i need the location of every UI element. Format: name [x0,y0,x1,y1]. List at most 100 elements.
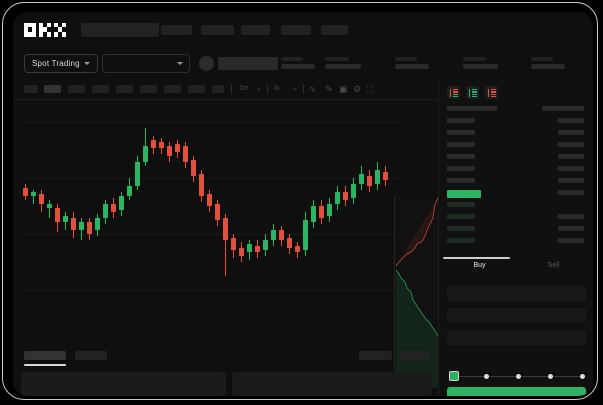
coin-avatar [199,56,214,71]
market-type-label: Spot Trading [32,59,80,68]
orderbook-row-price[interactable] [447,106,497,111]
interval-button-2[interactable] [44,85,61,93]
slider-node-75[interactable] [548,373,553,379]
interval-button-9[interactable] [212,85,224,93]
orders-panel[interactable] [21,372,226,396]
gridline-3 [21,290,401,291]
market-stat-2 [325,57,361,69]
order-form-tabs: Buy Sell [443,258,590,280]
slider-node-100[interactable] [580,373,585,379]
top-navigation-bar [13,12,593,48]
orderbook-row-amount[interactable] [558,214,584,219]
tab-sell[interactable]: Sell [547,262,560,269]
nav-item-4[interactable] [281,25,311,35]
nav-item-5[interactable] [321,25,348,35]
nav-item-3[interactable] [241,25,270,35]
interval-button-6[interactable] [140,85,157,93]
orderbook-row-amount[interactable] [558,118,584,123]
bottom-tab-1-underline [24,364,66,366]
orderbook-row-amount[interactable] [558,190,584,195]
orderbook-row-price[interactable] [447,214,475,219]
snapshot-icon[interactable]: ▣ [339,84,348,94]
interval-button-7[interactable] [164,85,181,93]
chart-bottom-tabs [13,348,438,370]
slider-node-25[interactable] [484,373,489,379]
interval-button-4[interactable] [92,85,109,93]
orderbook-row-price[interactable] [447,142,475,147]
orderbook-row-amount[interactable] [558,226,584,231]
orderbook-row-price[interactable] [447,238,475,243]
interval-button-5[interactable] [116,85,133,93]
market-stat-1 [281,57,315,69]
gridline-1 [21,178,401,179]
orderbook-row-price[interactable] [447,154,475,159]
orderbook-row-amount[interactable] [558,142,584,147]
market-sub-header: Spot Trading [13,48,593,80]
interval-button-3[interactable] [68,85,85,93]
orderbook-row-amount[interactable] [558,154,584,159]
nav-item-1[interactable] [161,25,192,35]
orderbook-row-price[interactable] [447,178,475,183]
trading-pair-select[interactable] [102,54,190,73]
order-panel: Buy Sell [438,80,593,396]
orderbook-row-amount[interactable] [558,178,584,183]
fullscreen-icon[interactable]: ⛶ [367,84,374,94]
search-input[interactable] [81,23,159,37]
positions-panel[interactable] [232,372,432,396]
gridline-0 [21,122,401,123]
orderbook-row-price[interactable] [447,130,475,135]
interval-button-1[interactable] [24,85,38,93]
bottom-control-2[interactable] [400,351,430,360]
orderbook-mode-bids[interactable] [466,86,479,99]
okx-logo-icon[interactable] [24,23,68,37]
bottom-tab-1[interactable] [24,351,66,360]
market-stat-5 [531,57,565,69]
orderbook-row-amount[interactable] [542,106,584,111]
market-stat-3 [395,57,429,69]
orderbook-row-price[interactable] [447,202,475,207]
order-total-field[interactable] [447,330,586,345]
chevron-down-icon [83,62,90,65]
market-stat-4 [463,57,498,69]
order-tab-underline [443,257,510,259]
chart-toolbar: 1m ⌄ fx ⌄ ∿ ✎ ▣ ⚙ ⛶ [13,80,593,100]
tab-buy[interactable]: Buy [473,262,486,269]
device-bezel: Spot Trading [2,2,598,400]
indicators-icon[interactable]: fx [274,85,280,92]
price-chart[interactable] [13,100,440,388]
chart-bottom-panels [13,372,438,396]
bottom-tab-2[interactable] [75,351,107,360]
indicators-chevron-icon[interactable]: ⌄ [292,85,298,92]
settings-icon[interactable]: ⚙ [353,84,362,94]
timeframe-chevron-icon[interactable]: ⌄ [256,85,262,92]
orderbook-row-amount[interactable] [558,238,584,243]
orderbook-view-modes [447,86,498,99]
orderbook-row-amount[interactable] [558,166,584,171]
pencil-icon[interactable]: ✎ [325,84,333,94]
orderbook-row-price[interactable] [447,118,475,123]
orderbook-row-price[interactable] [447,166,475,171]
nav-item-2[interactable] [201,25,234,35]
timeframe-dropdown-icon[interactable]: 1m [239,85,249,92]
slider-handle[interactable] [449,371,459,381]
market-type-dropdown[interactable]: Spot Trading [24,54,98,73]
orderbook-rows[interactable] [439,106,593,243]
submit-order-button[interactable] [447,387,586,396]
orderbook-mode-both[interactable] [447,86,460,99]
orderbook-row-amount[interactable] [558,130,584,135]
slider-node-50[interactable] [516,373,521,379]
orderbook-spread-row[interactable] [447,190,481,198]
orderbook-mode-asks[interactable] [485,86,498,99]
order-percent-slider[interactable] [449,371,586,381]
interval-button-8[interactable] [188,85,205,93]
order-amount-field[interactable] [447,308,586,323]
trendline-icon[interactable]: ∿ [309,84,317,94]
device-screen: Spot Trading [13,12,593,396]
order-price-field[interactable] [447,286,586,301]
bottom-control-1[interactable] [359,351,392,360]
orderbook-row-price[interactable] [447,226,475,231]
gridline-2 [21,234,401,235]
chevron-down-icon [177,62,183,65]
pair-name-label [218,57,278,70]
